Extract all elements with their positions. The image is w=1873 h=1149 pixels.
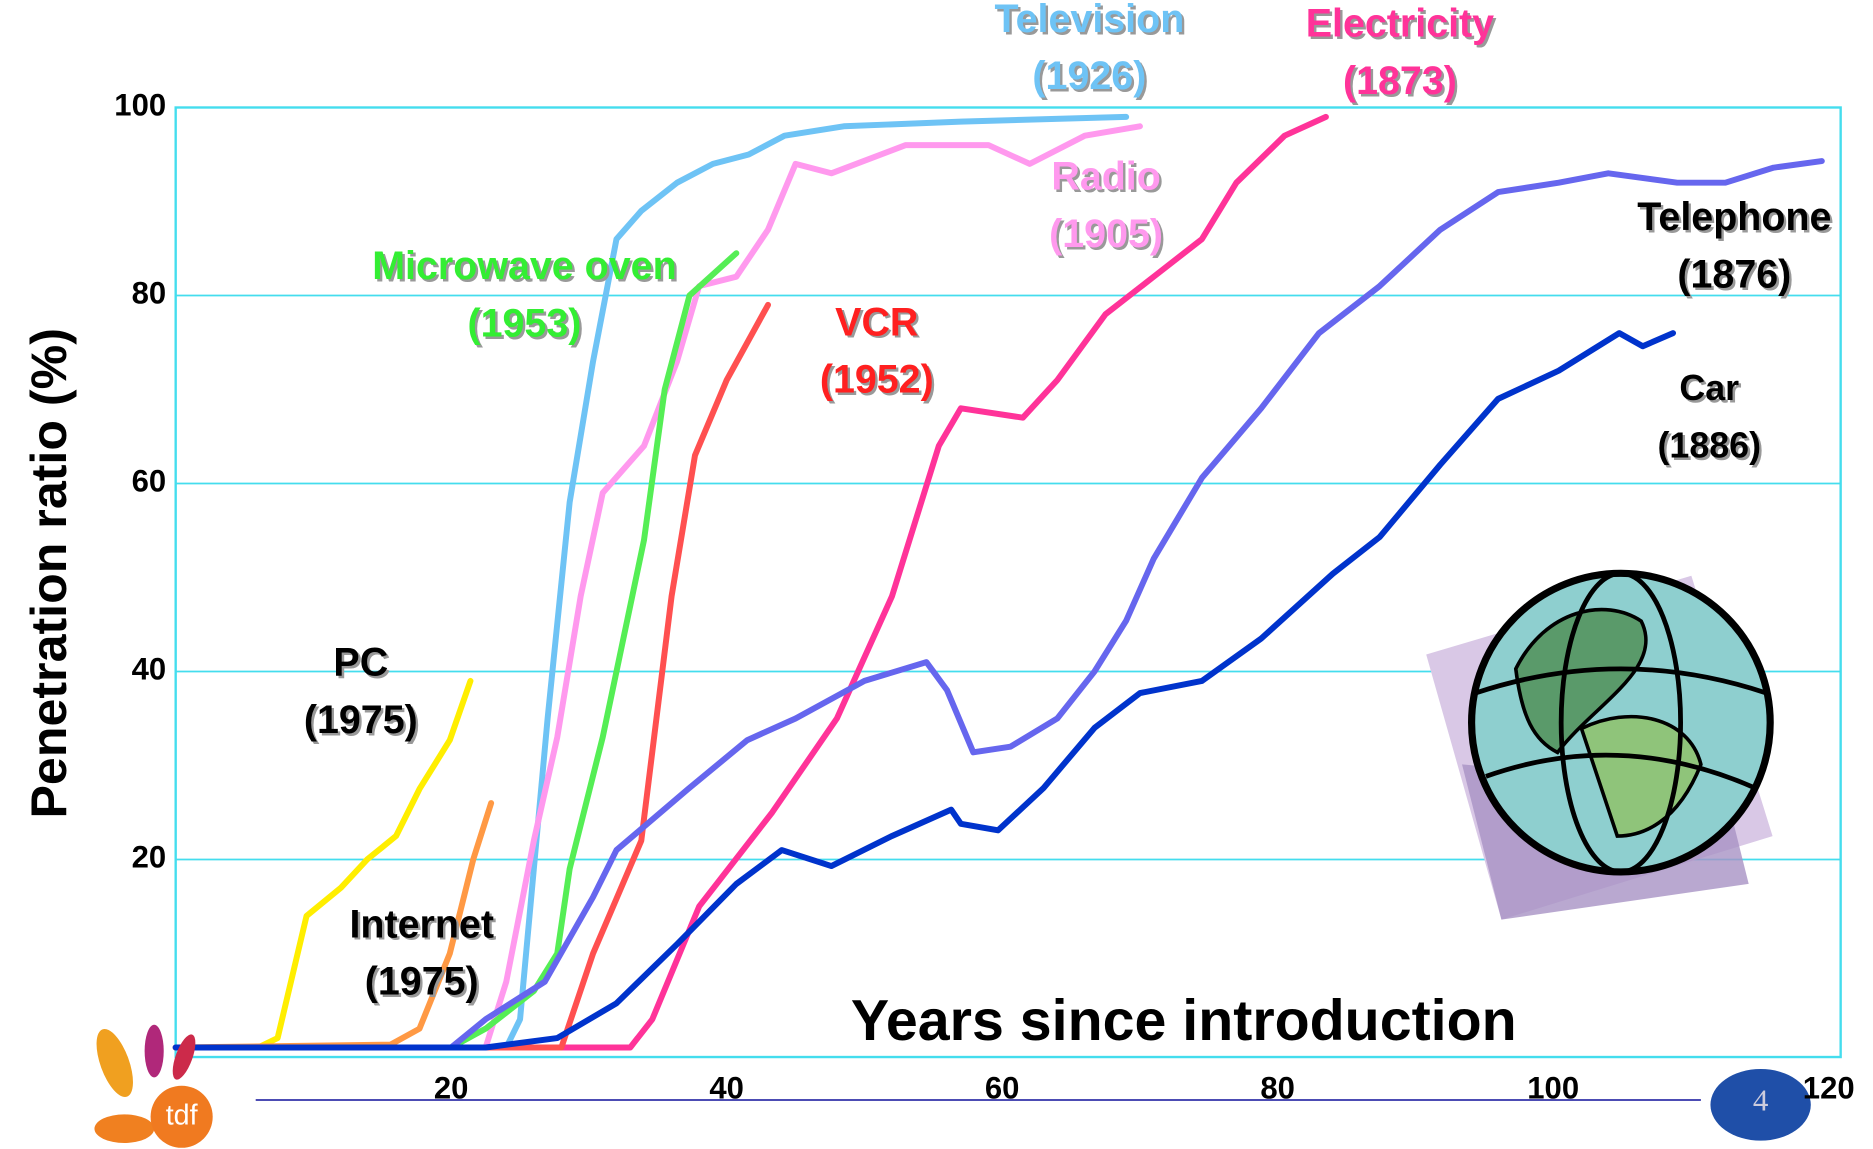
y-tick-label: 20 (132, 840, 167, 875)
logo-petal (89, 1024, 140, 1101)
y-tick-label: 60 (132, 464, 167, 499)
series-year-label: (1975) (365, 960, 479, 1004)
series-label: Electricity (1306, 2, 1494, 46)
series-label: Car (1679, 368, 1739, 408)
logo-petal (145, 1025, 164, 1078)
chart: Television (1926) Electricity (1873) Radio (1… (0, 0, 1873, 1149)
y-tick-label: 40 (132, 652, 167, 687)
x-tick-label: 80 (1260, 1071, 1295, 1106)
page: {"chart_data": {"type": "line", "x_label… (0, 0, 1873, 1149)
series-year-label: (1876) (1677, 253, 1791, 297)
x-tick-label: 120 (1803, 1071, 1855, 1106)
series-label: Television (994, 0, 1184, 41)
y-axis-title: Penetration ratio (%) (21, 328, 77, 818)
y-tick-label: 100 (114, 88, 166, 123)
x-tick-label: 60 (985, 1071, 1020, 1106)
logo-text: tdf (166, 1099, 198, 1131)
x-tick-label: 40 (709, 1071, 744, 1106)
series-label: VCR (835, 300, 918, 344)
series-label: Microwave oven (372, 244, 676, 288)
series-year-label: (1905) (1049, 212, 1163, 256)
logo-petal (94, 1114, 154, 1143)
page-number: 4 (1753, 1083, 1769, 1118)
series-label: Telephone (1637, 195, 1831, 239)
x-tick-label: 100 (1527, 1071, 1579, 1106)
series-label: Radio (1051, 155, 1160, 199)
series-year-label: (1952) (820, 358, 934, 402)
series-year-label: (1953) (467, 301, 581, 345)
globe-clipart (1426, 573, 1772, 919)
x-tick-label: 20 (434, 1071, 469, 1106)
series-year-label: (1886) (1657, 425, 1761, 465)
y-tick-label: 80 (132, 276, 167, 311)
series-year-label: (1873) (1343, 59, 1457, 103)
x-axis-title: Years since introduction (851, 989, 1517, 1053)
series-label: PC (333, 641, 388, 685)
series-label: Internet (349, 902, 494, 946)
series-year-label: (1975) (304, 698, 418, 742)
series-year-label: (1926) (1032, 54, 1146, 98)
logo: tdf (89, 1024, 213, 1147)
